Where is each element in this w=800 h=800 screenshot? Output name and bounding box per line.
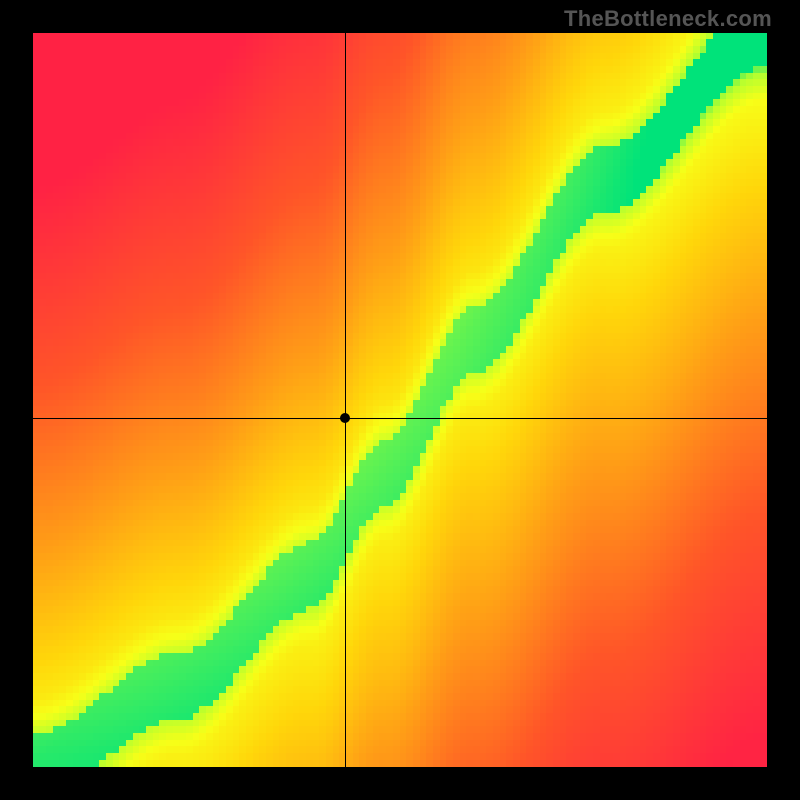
- crosshair-vertical: [345, 33, 346, 767]
- crosshair-horizontal: [33, 418, 767, 419]
- plot-area: [33, 33, 767, 767]
- crosshair-marker: [340, 413, 350, 423]
- heatmap-canvas: [33, 33, 767, 767]
- watermark-text: TheBottleneck.com: [564, 6, 772, 32]
